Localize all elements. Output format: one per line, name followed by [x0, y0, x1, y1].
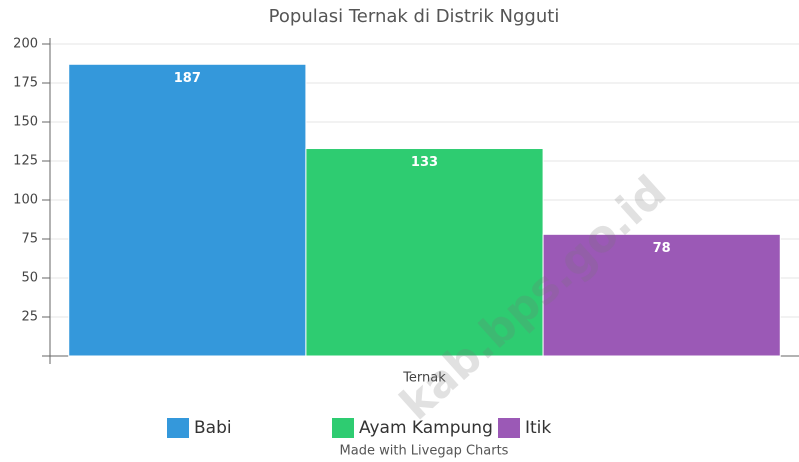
y-tick-label: 175 [13, 76, 38, 91]
chart-title: Populasi Ternak di Distrik Ngguti [269, 6, 560, 27]
legend-swatch [332, 418, 354, 438]
credit: Made with Livegap Charts [340, 444, 509, 459]
legend-label: Itik [525, 418, 551, 438]
legend-label: Babi [194, 418, 232, 438]
legend-swatch [498, 418, 520, 438]
data-label: 187 [174, 71, 201, 86]
y-tick-label: 50 [21, 271, 38, 286]
data-label: 133 [411, 155, 438, 170]
bar [68, 63, 307, 357]
y-tick-label: 75 [21, 232, 38, 247]
y-tick-label: 200 [13, 37, 38, 52]
y-tick-label: 150 [13, 115, 38, 130]
legend-swatch [167, 418, 189, 438]
y-tick-label: 25 [21, 310, 38, 325]
legend-label: Ayam Kampung [359, 418, 493, 438]
bar [542, 233, 781, 357]
y-tick-label: 125 [13, 154, 38, 169]
x-tick-label: Ternak [402, 371, 446, 386]
data-label: 78 [653, 241, 671, 256]
y-tick-label: 100 [13, 193, 38, 208]
bar [305, 148, 544, 357]
